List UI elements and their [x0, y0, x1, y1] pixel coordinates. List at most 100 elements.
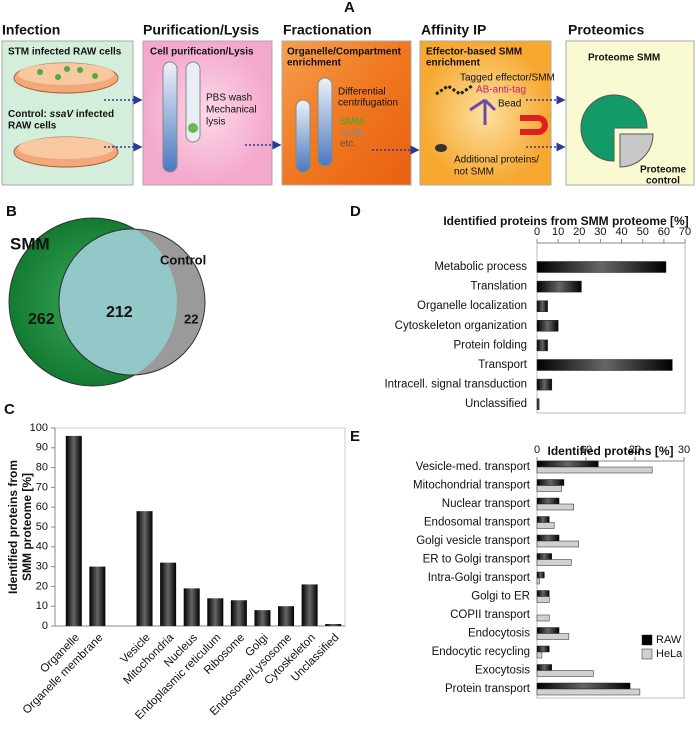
- y-tick-label: 0: [42, 620, 48, 632]
- bar: [536, 645, 550, 653]
- y-tick-label: Intra-Golgi transport: [428, 572, 531, 584]
- y-tick-label: Metabolic process: [434, 261, 527, 273]
- pie-smm: [580, 94, 648, 162]
- step-text: Differential: [338, 87, 386, 98]
- step-title: Infection: [2, 22, 60, 38]
- bar: [183, 588, 200, 626]
- y-tick-label: 20: [36, 580, 48, 592]
- x-tick-label: 30: [594, 226, 606, 238]
- y-tick-label: COPII transport: [450, 609, 531, 621]
- bar: [536, 664, 552, 671]
- set-label: SMM: [10, 234, 50, 253]
- effector: [435, 84, 473, 96]
- bar: [536, 614, 550, 622]
- x-tick-label: 10: [580, 444, 592, 456]
- y-tick-label: Cytoskeleton organization: [395, 320, 527, 332]
- y-tick-label: 50: [36, 521, 48, 533]
- panel-label: E: [350, 428, 360, 445]
- x-tick-label: 70: [679, 226, 691, 238]
- count: 212: [106, 304, 133, 321]
- y-tick-label: Mitochondrial transport: [413, 480, 531, 492]
- legend-label: HeLa: [656, 648, 683, 660]
- y-tick-label: Intracell. signal transduction: [384, 379, 527, 391]
- bar: [536, 559, 572, 566]
- x-tick-label: 0: [534, 444, 540, 456]
- bar: [325, 624, 342, 626]
- bar: [536, 651, 543, 659]
- bar: [536, 485, 562, 492]
- step-text: Additional proteins/: [454, 155, 539, 166]
- step-text: SMM: [340, 117, 363, 128]
- chart-title: Identified proteins from SMM proteome [%…: [443, 214, 688, 228]
- y-tick-label: 100: [30, 422, 48, 434]
- bar: [536, 571, 545, 579]
- plot-frame: [536, 460, 685, 699]
- step-text: AB-anti-tag: [476, 85, 526, 96]
- panel-label: B: [6, 203, 17, 220]
- bar: [536, 577, 540, 585]
- bar: [536, 460, 599, 468]
- bar: [536, 398, 540, 410]
- bar: [89, 566, 106, 626]
- text-part: Control:: [8, 109, 47, 120]
- step-text: PBS wash: [206, 93, 252, 104]
- dish: [18, 63, 114, 85]
- text-part: infected: [76, 109, 114, 120]
- y-tick-label: Transport: [478, 359, 528, 371]
- y-tick-label: ER to Golgi transport: [423, 554, 531, 566]
- step-text: enrichment: [287, 58, 342, 69]
- step-title: Purification/Lysis: [143, 22, 259, 38]
- y-tick-label: Endocytic recycling: [432, 646, 530, 658]
- step-text: centrifugation: [338, 98, 398, 109]
- y-tick-label: Golgi vesicle transport: [416, 535, 531, 547]
- tube: [317, 77, 333, 167]
- y-tick-label: Protein transport: [445, 683, 531, 695]
- tube: [185, 61, 201, 143]
- step-text: STM infected RAW cells: [8, 47, 122, 58]
- y-tick-label: Vesicle-med. transport: [416, 461, 531, 473]
- bar: [536, 590, 550, 597]
- bar: [536, 261, 667, 273]
- bar: [536, 503, 574, 511]
- x-tick-label: 30: [678, 444, 690, 456]
- bar: [536, 682, 631, 690]
- bar: [230, 600, 247, 626]
- step-text: control: [646, 176, 680, 187]
- y-axis-label: Identified proteins from: [6, 460, 20, 594]
- step-text: Control: ssaV infected: [8, 109, 114, 120]
- y-tick-label: 80: [36, 462, 48, 474]
- text-part: ssaV: [50, 109, 75, 120]
- y-tick-label: Protein folding: [453, 339, 527, 351]
- bar: [536, 479, 565, 486]
- bar: [536, 280, 582, 293]
- step-text: Proteome: [640, 165, 687, 176]
- x-tick-label: 40: [615, 226, 627, 238]
- y-tick-label: 90: [36, 442, 48, 454]
- arrows: [104, 95, 566, 155]
- y-tick-label: Golgi to ER: [471, 591, 530, 603]
- bar: [536, 534, 560, 542]
- count: 262: [28, 311, 55, 328]
- y-tick-label: 30: [36, 561, 48, 573]
- dish: [18, 137, 114, 159]
- bar: [207, 598, 224, 626]
- bar: [160, 562, 177, 626]
- step-text: Tagged effector/SMM: [460, 73, 555, 84]
- step-text: etc.: [340, 139, 356, 150]
- bar: [301, 584, 318, 626]
- panel-label: A: [344, 0, 355, 16]
- bar: [536, 540, 579, 548]
- y-tick-label: 40: [36, 541, 48, 553]
- bar: [536, 300, 548, 312]
- y-tick-label: Nuclear transport: [442, 498, 531, 510]
- set-label: Control: [160, 252, 206, 267]
- bar: [536, 516, 550, 523]
- bar: [536, 627, 560, 634]
- y-tick-label: Organelle localization: [417, 300, 527, 312]
- step-text: Golgi: [340, 128, 363, 139]
- y-tick-label: 10: [36, 600, 48, 612]
- legend-label: RAW: [656, 634, 682, 646]
- bar: [536, 553, 552, 560]
- x-tick-label: 0: [534, 226, 540, 238]
